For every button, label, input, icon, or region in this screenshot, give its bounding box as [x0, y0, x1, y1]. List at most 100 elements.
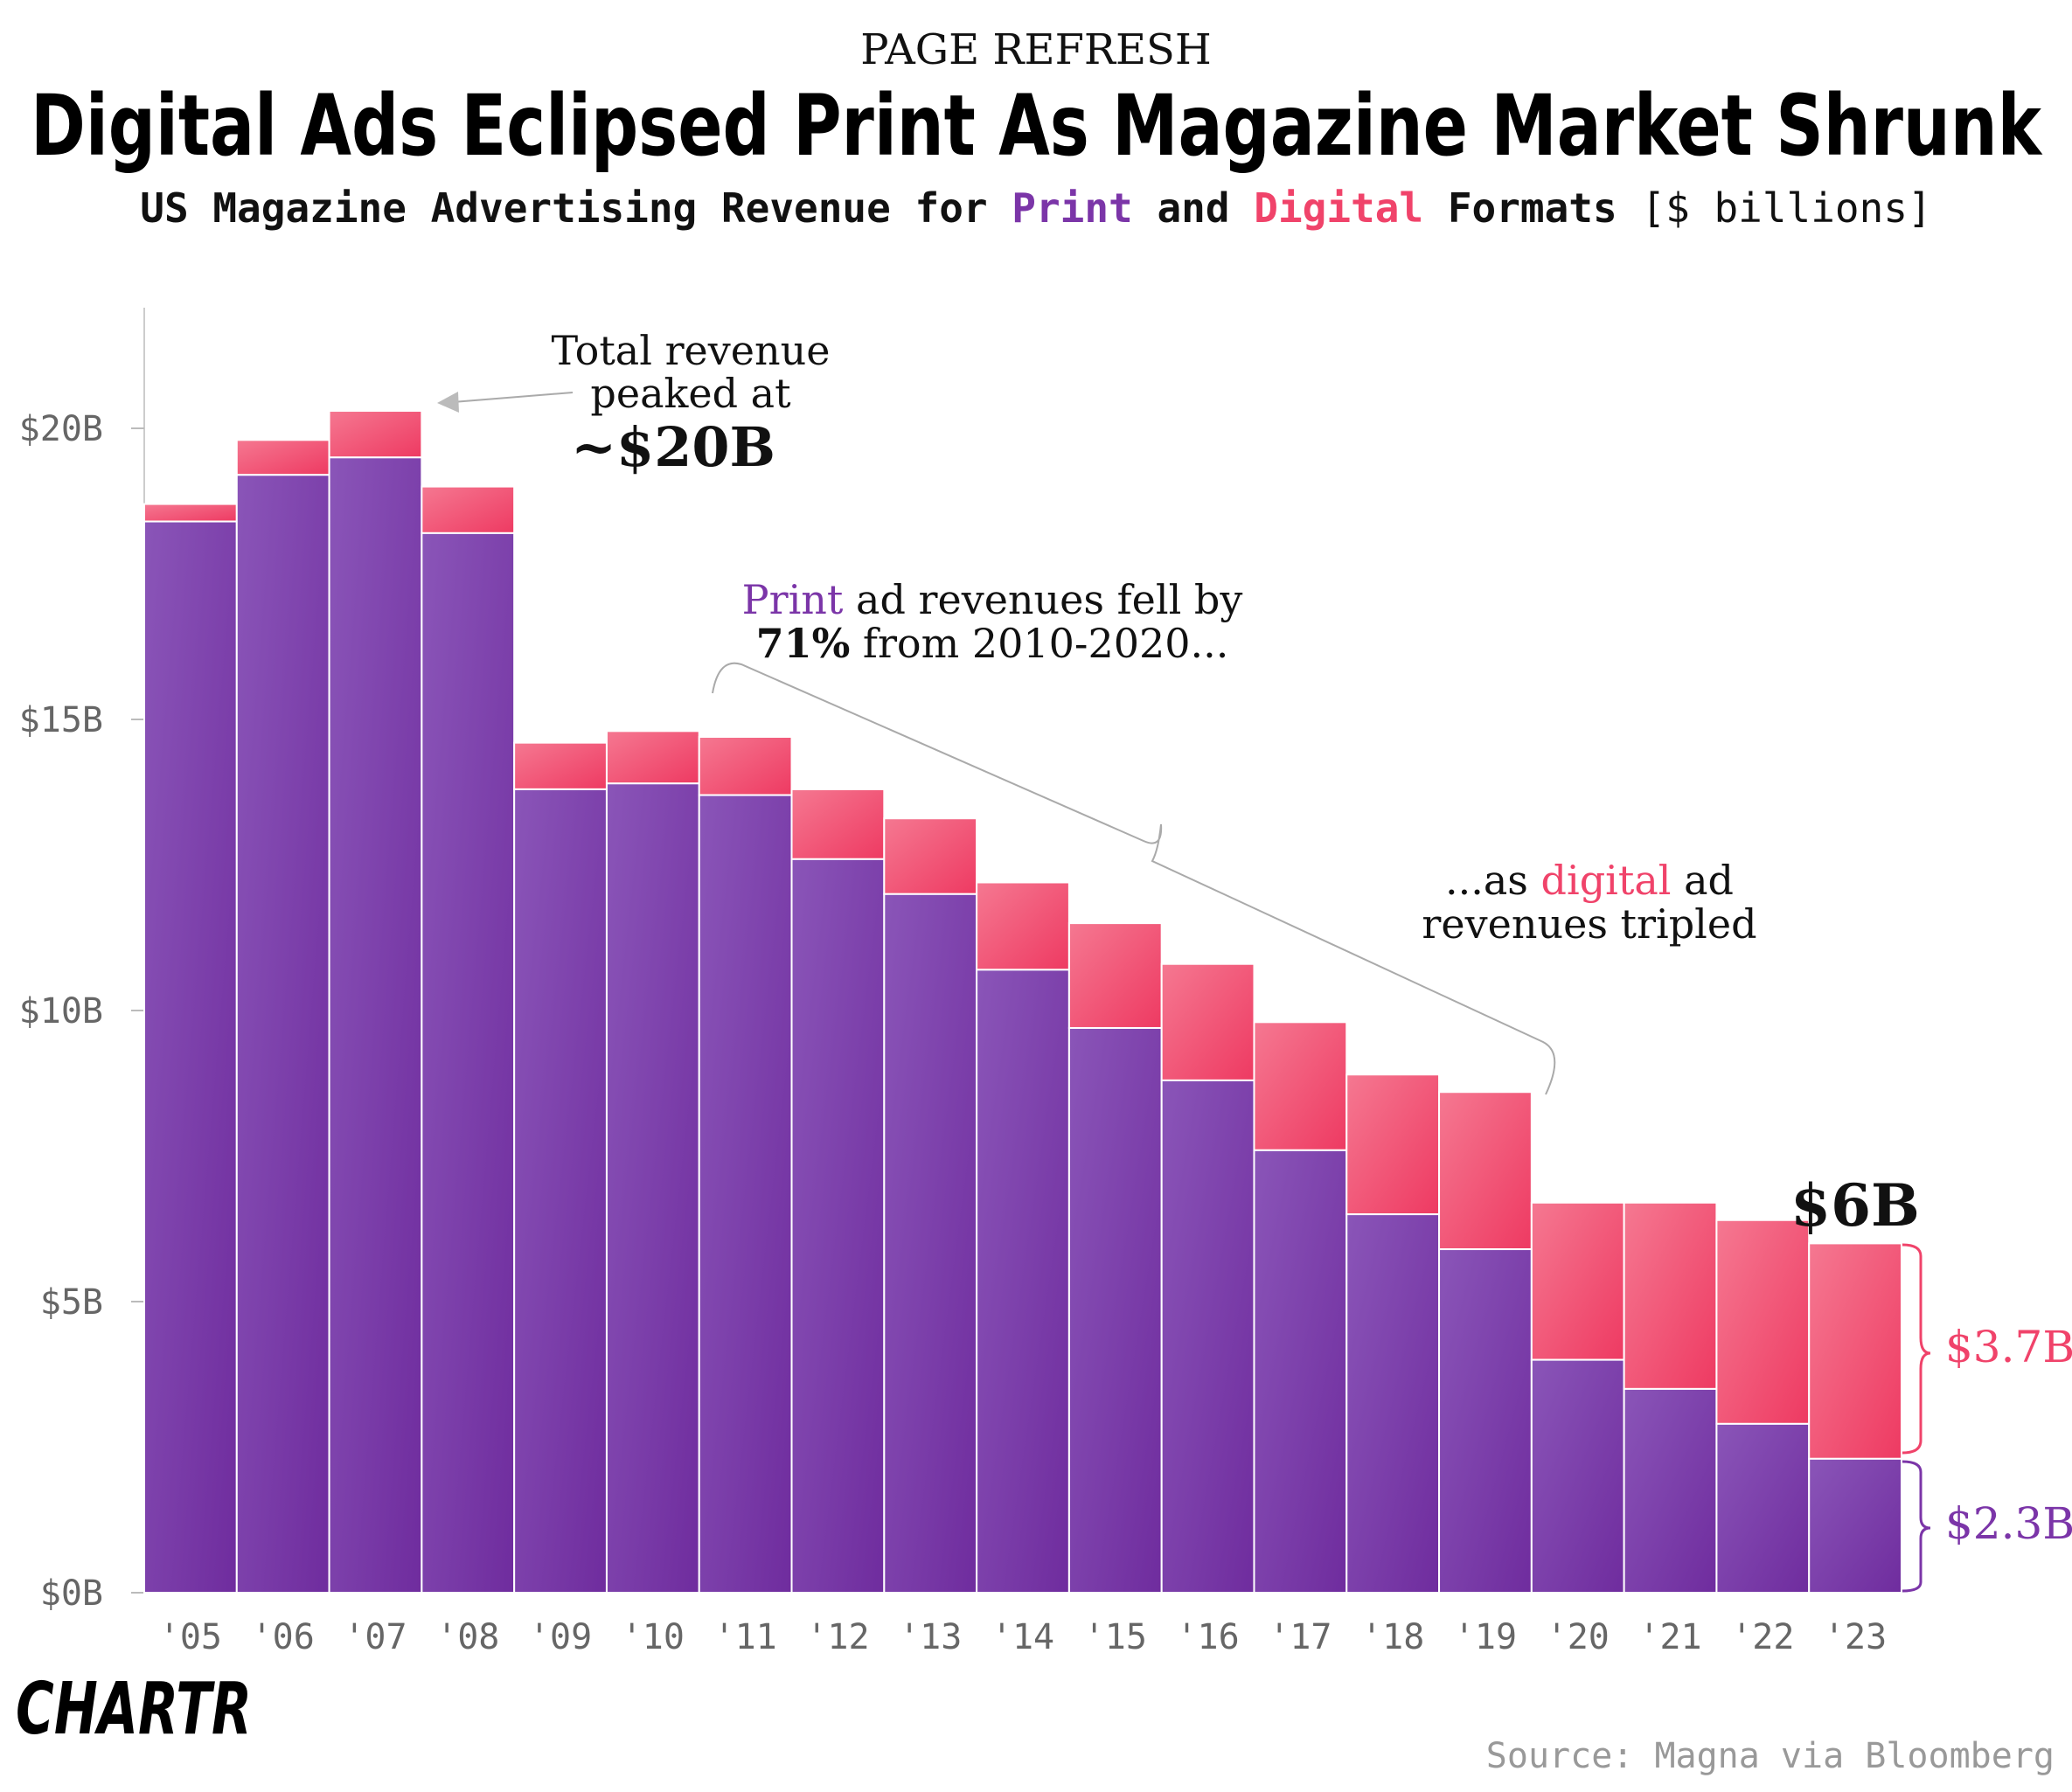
x-tick-label: '20 [1547, 1617, 1610, 1657]
digital-bar-11 [1160, 962, 1255, 1081]
digital-bar-15 [1530, 1201, 1625, 1361]
digital-bar-10 [1067, 922, 1163, 1029]
y-tick-label: $15B [19, 700, 103, 740]
digital-bar-12 [1253, 1021, 1348, 1151]
subtitle-print: Print [1012, 184, 1132, 232]
print-bar-6 [698, 794, 793, 1594]
trend-brace [712, 662, 1556, 1095]
peak-arrow-head [437, 392, 459, 413]
chartr-logo: CHARTR [16, 1668, 252, 1751]
x-tick-label: '05 [159, 1617, 222, 1657]
x-tick-label: '07 [344, 1617, 407, 1657]
x-tick-label: '23 [1824, 1617, 1887, 1657]
fall-annotation-print: Print [742, 576, 844, 623]
print-bar-17 [1715, 1422, 1811, 1594]
print-bar-0 [143, 520, 238, 1594]
digital-bar-14 [1438, 1091, 1533, 1251]
fall-annotation-pct: 71% [756, 620, 851, 667]
x-tick-label: '09 [529, 1617, 592, 1657]
fall-annotation-line2: 71% from 2010-2020... [756, 620, 1229, 667]
subtitle-units: [$ billions] [1641, 184, 1931, 232]
subtitle-part3: Formats [1423, 184, 1641, 232]
subtitle-digital: Digital [1254, 184, 1423, 232]
digital-bar-4 [513, 741, 608, 790]
print-bar-10 [1067, 1026, 1163, 1594]
digital-annotation-line1: ...as digital ad [1445, 857, 1734, 904]
digital-bar-2 [328, 410, 423, 459]
print-bar-7 [790, 858, 886, 1594]
chart-title: Digital Ads Eclipsed Print As Magazine M… [31, 77, 2043, 175]
digital-bar-17 [1715, 1219, 1811, 1425]
print-2023-bracket [1902, 1460, 1931, 1593]
print-bar-15 [1530, 1358, 1625, 1594]
fall-annotation-line2-rest: from 2010-2020... [850, 620, 1228, 667]
x-tick-label: '10 [622, 1617, 685, 1657]
x-tick-label: '11 [714, 1617, 777, 1657]
source-note: Source: Magna via Bloomberg [1486, 1736, 2055, 1776]
x-tick-label: '17 [1269, 1617, 1332, 1657]
digital-2023-label: $3.7B [1945, 1322, 2072, 1372]
print-bar-5 [605, 782, 700, 1594]
digital-annotation-line2: revenues tripled [1422, 900, 1756, 948]
digital-bar-6 [698, 735, 793, 796]
peak-annotation-value: ~$20B [571, 415, 775, 479]
print-bar-2 [328, 456, 423, 1594]
print-bar-11 [1160, 1079, 1255, 1594]
print-bar-14 [1438, 1248, 1533, 1594]
digital-bar-9 [976, 881, 1070, 971]
x-tick-label: '18 [1361, 1617, 1424, 1657]
digital-annotation-post: ad [1671, 857, 1734, 904]
print-bar-1 [235, 474, 330, 1594]
chart-subtitle: US Magazine Advertising Revenue for Prin… [140, 184, 1931, 232]
print-bar-9 [976, 969, 1070, 1594]
digital-bar-3 [421, 485, 516, 534]
x-tick-label: '22 [1731, 1617, 1794, 1657]
print-bar-18 [1808, 1457, 1902, 1594]
print-bar-16 [1623, 1387, 1718, 1594]
y-tick-label: $5B [40, 1282, 103, 1323]
bars-layer [143, 410, 1902, 1594]
y-axis: $0B $5B $10B $15B $20B [19, 409, 144, 1614]
peak-arrow-line [452, 392, 574, 403]
digital-bar-5 [605, 730, 700, 785]
digital-bar-16 [1623, 1201, 1718, 1390]
x-tick-label: '15 [1084, 1617, 1147, 1657]
print-2023-label: $2.3B [1945, 1498, 2072, 1549]
digital-2023-bracket [1902, 1243, 1931, 1455]
x-tick-label: '14 [991, 1617, 1054, 1657]
y-tick-label: $10B [19, 991, 103, 1031]
subtitle-part2: and [1133, 184, 1254, 232]
x-tick-label: '19 [1454, 1617, 1517, 1657]
fall-annotation-line1-rest: ad revenues fell by [843, 576, 1242, 623]
kicker: PAGE REFRESH [860, 25, 1212, 74]
x-tick-label: '13 [899, 1617, 962, 1657]
subtitle-part1: US Magazine Advertising Revenue for [140, 184, 1012, 232]
digital-annotation-digital: digital [1541, 857, 1672, 904]
print-bar-3 [421, 531, 516, 1594]
x-tick-label: '16 [1176, 1617, 1239, 1657]
print-bar-13 [1345, 1213, 1441, 1594]
digital-bar-18 [1808, 1242, 1902, 1460]
print-bar-8 [883, 893, 978, 1594]
total-2023-label: $6B [1790, 1171, 1920, 1240]
x-axis: '05 '06 '07 '08 '09 '10 '11 '12 '13 '14 '15 '16 '17 '… [159, 1617, 1887, 1657]
x-tick-label: '06 [252, 1617, 315, 1657]
y-tick-label: $20B [19, 409, 103, 449]
digital-bar-1 [235, 439, 330, 476]
print-bar-4 [513, 788, 608, 1594]
digital-bar-8 [883, 817, 978, 895]
digital-bar-13 [1345, 1073, 1441, 1216]
peak-annotation-line2: peaked at [590, 370, 791, 417]
x-tick-label: '21 [1638, 1617, 1701, 1657]
fall-annotation-line1: Print ad revenues fell by [742, 576, 1243, 623]
print-bar-12 [1253, 1149, 1348, 1594]
x-tick-label: '08 [436, 1617, 499, 1657]
digital-bar-7 [790, 788, 886, 860]
digital-bar-0 [143, 503, 238, 523]
x-tick-label: '12 [806, 1617, 869, 1657]
y-tick-label: $0B [40, 1573, 103, 1614]
digital-annotation-pre: ...as [1445, 857, 1541, 904]
peak-annotation-line1: Total revenue [552, 327, 831, 374]
